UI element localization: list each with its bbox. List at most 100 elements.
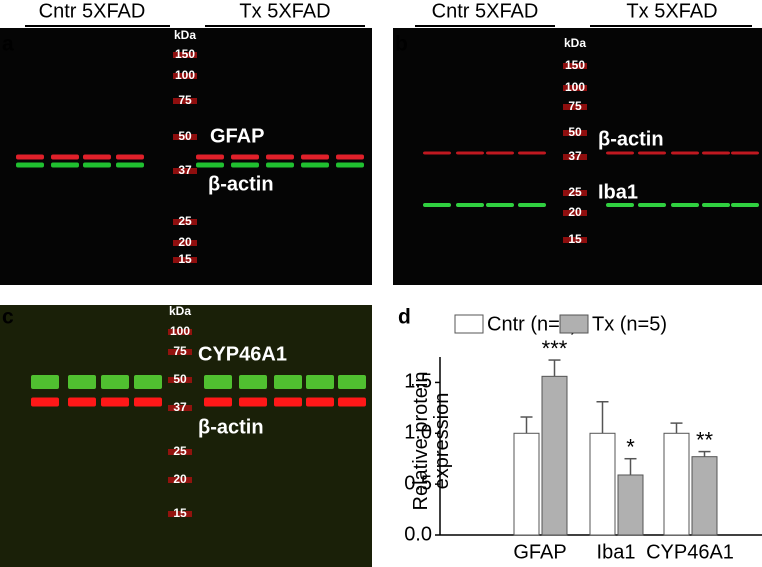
ladder-label: 37 bbox=[173, 400, 187, 414]
ladder-band bbox=[563, 104, 587, 110]
protein-band bbox=[306, 375, 334, 389]
legend-label: Cntr (n=4) bbox=[487, 313, 578, 335]
ladder-label: 100 bbox=[170, 324, 190, 338]
legend-swatch bbox=[559, 314, 589, 334]
bar bbox=[513, 432, 540, 536]
protein-band bbox=[204, 375, 232, 389]
protein-band bbox=[638, 151, 666, 155]
protein-band bbox=[423, 151, 451, 155]
ladder-label: 100 bbox=[175, 68, 195, 82]
band-label: CYP46A1 bbox=[198, 343, 287, 365]
protein-band bbox=[274, 397, 302, 407]
protein-band bbox=[51, 154, 79, 160]
protein-band bbox=[239, 397, 267, 407]
ladder-band bbox=[173, 168, 197, 174]
protein-band bbox=[486, 203, 514, 207]
ladder-band bbox=[173, 257, 197, 263]
y-tick-label: 0.5 bbox=[404, 472, 432, 494]
group-label: Cntr 5XFAD bbox=[432, 0, 539, 22]
ladder-band bbox=[563, 85, 587, 91]
ladder-band bbox=[173, 52, 197, 58]
protein-band bbox=[301, 162, 329, 168]
band-label: GFAP bbox=[210, 125, 264, 147]
protein-band bbox=[606, 203, 634, 207]
ladder-band bbox=[168, 329, 192, 335]
protein-band bbox=[134, 375, 162, 389]
protein-band bbox=[231, 154, 259, 160]
ladder-label: 50 bbox=[178, 129, 192, 143]
protein-band bbox=[68, 397, 96, 407]
bar bbox=[541, 375, 568, 536]
protein-band bbox=[101, 397, 129, 407]
protein-band bbox=[134, 397, 162, 407]
protein-band bbox=[116, 162, 144, 168]
band-label: β-actin bbox=[208, 173, 274, 195]
ladder-label: 50 bbox=[173, 372, 187, 386]
protein-band bbox=[338, 397, 366, 407]
bar bbox=[691, 456, 718, 536]
protein-band bbox=[101, 375, 129, 389]
protein-band bbox=[83, 162, 111, 168]
ladder-band bbox=[563, 210, 587, 216]
protein-band bbox=[606, 151, 634, 155]
ladder-label: kDa bbox=[169, 304, 191, 318]
protein-band bbox=[336, 162, 364, 168]
protein-band bbox=[196, 154, 224, 160]
protein-band bbox=[702, 151, 730, 155]
ladder-label: 75 bbox=[178, 93, 192, 107]
ladder-band bbox=[173, 98, 197, 104]
protein-band bbox=[16, 162, 44, 168]
ladder-label: 20 bbox=[568, 205, 582, 219]
protein-band bbox=[16, 154, 44, 160]
ladder-label: 150 bbox=[565, 58, 585, 72]
protein-band bbox=[231, 162, 259, 168]
ladder-label: 37 bbox=[178, 163, 192, 177]
ladder-label: 75 bbox=[568, 99, 582, 113]
ladder-label: 75 bbox=[173, 344, 187, 358]
y-tick-label: 1.5 bbox=[404, 371, 432, 393]
ladder-band bbox=[173, 240, 197, 246]
x-tick-label: CYP46A1 bbox=[646, 541, 734, 563]
ladder-label: 25 bbox=[173, 444, 187, 458]
group-label: Tx 5XFAD bbox=[626, 0, 717, 22]
protein-band bbox=[51, 162, 79, 168]
ladder-label: 15 bbox=[178, 252, 192, 266]
ladder-band bbox=[168, 349, 192, 355]
legend-label: Tx (n=5) bbox=[592, 313, 667, 335]
protein-band bbox=[518, 151, 546, 155]
significance-label: * bbox=[626, 435, 635, 460]
protein-band bbox=[702, 203, 730, 207]
protein-band bbox=[731, 203, 759, 207]
protein-band bbox=[671, 151, 699, 155]
ladder-label: kDa bbox=[174, 28, 196, 42]
band-label: β-actin bbox=[198, 416, 264, 438]
ladder-label: 50 bbox=[568, 125, 582, 139]
protein-band bbox=[731, 151, 759, 155]
protein-band bbox=[31, 397, 59, 407]
protein-band bbox=[456, 203, 484, 207]
ladder-label: kDa bbox=[564, 36, 586, 50]
group-label: Cntr 5XFAD bbox=[39, 0, 146, 22]
protein-band bbox=[338, 375, 366, 389]
panel-letter: d bbox=[398, 306, 411, 329]
significance-label: ** bbox=[696, 427, 714, 452]
bar bbox=[617, 474, 644, 536]
protein-band bbox=[638, 203, 666, 207]
ladder-band bbox=[563, 130, 587, 136]
protein-band bbox=[671, 203, 699, 207]
y-tick-label: 1.0 bbox=[404, 422, 432, 444]
protein-band bbox=[486, 151, 514, 155]
protein-band bbox=[336, 154, 364, 160]
ladder-band bbox=[563, 237, 587, 243]
ladder-band bbox=[168, 477, 192, 483]
group-label: Tx 5XFAD bbox=[239, 0, 330, 22]
protein-band bbox=[239, 375, 267, 389]
ladder-label: 37 bbox=[568, 149, 582, 163]
ladder-band bbox=[168, 405, 192, 411]
ladder-band bbox=[563, 154, 587, 160]
ladder-label: 20 bbox=[178, 235, 192, 249]
protein-band bbox=[31, 375, 59, 389]
bar bbox=[589, 432, 616, 536]
